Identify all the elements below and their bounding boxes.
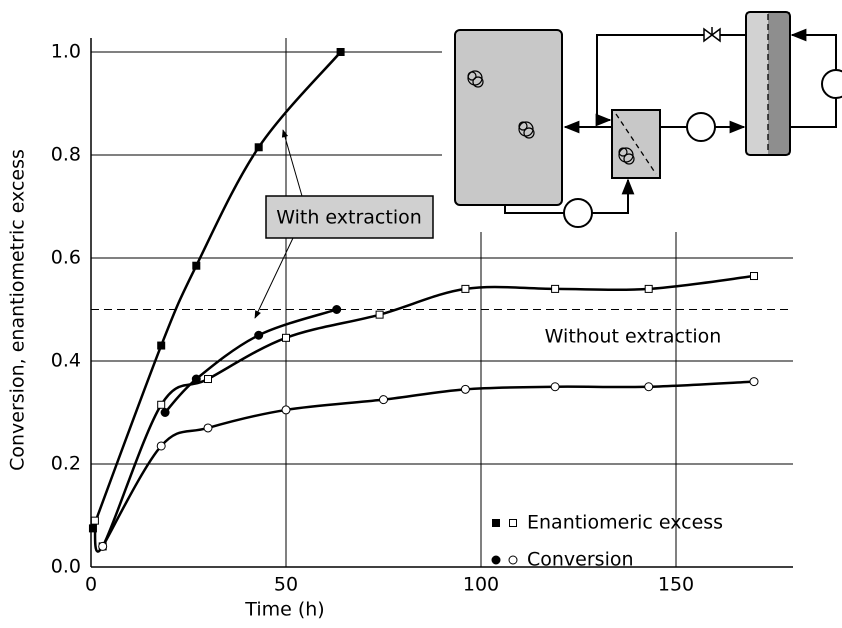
pipe [592, 178, 635, 214]
y-tick-label: 0.2 [51, 453, 81, 475]
pump [563, 198, 593, 228]
y-axis-label: Conversion, enantiometric excess [7, 149, 29, 471]
pump [686, 112, 716, 142]
pipe [790, 28, 837, 70]
data-point [203, 423, 213, 433]
data-point [156, 441, 166, 451]
data-point [336, 48, 345, 56]
y-tick-label: 0.0 [51, 556, 81, 578]
legend-swatch [491, 555, 501, 565]
data-point [644, 284, 653, 293]
pipe [504, 205, 564, 214]
legend-entry: Conversion [491, 549, 634, 571]
x-tick-label: 100 [463, 574, 499, 596]
fit-curve [91, 51, 342, 529]
y-tick-label: 0.4 [51, 350, 81, 372]
annotation-arrow [254, 237, 294, 319]
data-point [750, 272, 758, 281]
x-tick-label: 150 [658, 574, 694, 596]
x-tick-label: 0 [85, 574, 97, 596]
data-point [192, 261, 201, 270]
data-point [88, 524, 97, 533]
data-point [98, 541, 108, 551]
annotation-box [265, 195, 434, 239]
inset-diagram [454, 11, 842, 228]
pump [821, 69, 842, 99]
data-point [254, 330, 264, 340]
data-point [282, 333, 290, 342]
y-tick-label: 1.0 [51, 41, 81, 63]
y-tick-label: 0.6 [51, 247, 81, 269]
data-point [160, 408, 170, 417]
data-point [332, 305, 342, 314]
enzyme-icons [467, 70, 635, 165]
y-tick-label: 0.8 [51, 144, 81, 166]
fit-curve [93, 274, 755, 553]
pipe [595, 34, 704, 127]
data-point [749, 377, 759, 387]
annotation: With extraction [276, 207, 422, 229]
column-left [746, 12, 768, 155]
x-axis-label: Time (h) [244, 599, 324, 621]
legend-label: Conversion [527, 549, 634, 571]
data-point [375, 310, 384, 319]
data-point [157, 341, 166, 350]
data-point [90, 516, 99, 525]
membrane [615, 113, 657, 175]
data-point [460, 384, 470, 394]
data-point [379, 395, 388, 405]
reactor-vessel [454, 29, 563, 206]
data-point [254, 143, 263, 152]
extraction-column [745, 11, 791, 156]
plot: 0.0 0.2 0.4 0.6 0.8 1.0 0 50 100 150 Enantiomeric … [51, 38, 793, 596]
legend-swatch [508, 555, 518, 565]
data-point [644, 382, 654, 392]
annotation: Without extraction [545, 326, 722, 348]
pipe [790, 98, 837, 128]
legend-label: Enantiomeric excess [527, 512, 723, 534]
data-point [551, 284, 560, 293]
data-point [281, 405, 291, 415]
annotation-arrow [281, 129, 303, 197]
data-point [157, 400, 166, 409]
data-point [461, 284, 470, 293]
data-point [204, 375, 212, 384]
legend-swatch [492, 519, 500, 527]
legend-entry: Enantiomeric excess [492, 512, 723, 534]
legend-swatch [509, 519, 517, 527]
data-point [550, 382, 560, 392]
fit-curve [164, 308, 338, 414]
column-right [768, 12, 790, 155]
x-tick-label: 50 [274, 574, 298, 596]
